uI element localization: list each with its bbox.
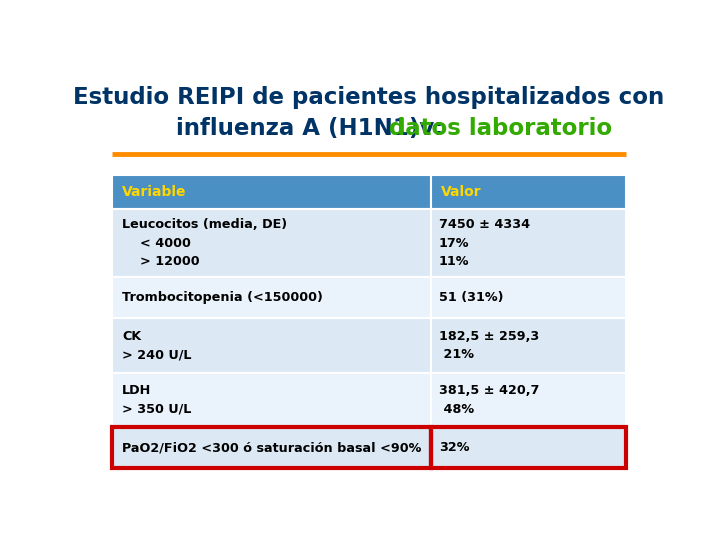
Bar — [431, 318, 626, 373]
Bar — [112, 318, 431, 373]
Text: CK
> 240 U/L: CK > 240 U/L — [122, 329, 192, 361]
Bar — [112, 427, 431, 468]
Text: Trombocitopenia (<150000): Trombocitopenia (<150000) — [122, 291, 323, 304]
Bar — [431, 175, 626, 209]
Text: LDH
> 350 U/L: LDH > 350 U/L — [122, 384, 192, 416]
Text: Leucocitos (media, DE)
    < 4000
    > 12000: Leucocitos (media, DE) < 4000 > 12000 — [122, 218, 287, 268]
Bar — [431, 277, 626, 318]
Bar — [431, 427, 626, 468]
Bar — [112, 209, 431, 277]
Text: datos laboratorio: datos laboratorio — [390, 117, 613, 140]
Bar — [431, 373, 626, 427]
Text: influenza A (H1N1)v: datos laboratorio: influenza A (H1N1)v: datos laboratorio — [120, 117, 618, 140]
Text: influenza A (H1N1)v:: influenza A (H1N1)v: — [176, 117, 451, 140]
Text: 51 (31%): 51 (31%) — [439, 291, 503, 304]
Text: 32%: 32% — [439, 441, 469, 454]
Bar — [112, 373, 431, 427]
Text: Variable: Variable — [122, 185, 187, 199]
Text: 381,5 ± 420,7
 48%: 381,5 ± 420,7 48% — [439, 384, 539, 416]
Bar — [112, 175, 431, 209]
Text: Estudio REIPI de pacientes hospitalizados con: Estudio REIPI de pacientes hospitalizado… — [73, 85, 665, 109]
Bar — [431, 427, 626, 468]
Text: PaO2/FiO2 <300 ó saturación basal <90%: PaO2/FiO2 <300 ó saturación basal <90% — [122, 441, 422, 454]
Text: Valor: Valor — [441, 185, 481, 199]
Text: 182,5 ± 259,3
 21%: 182,5 ± 259,3 21% — [439, 329, 539, 361]
Text: 7450 ± 4334
17%
11%: 7450 ± 4334 17% 11% — [439, 218, 530, 268]
Bar — [431, 209, 626, 277]
Bar — [112, 277, 431, 318]
Bar — [112, 427, 431, 468]
